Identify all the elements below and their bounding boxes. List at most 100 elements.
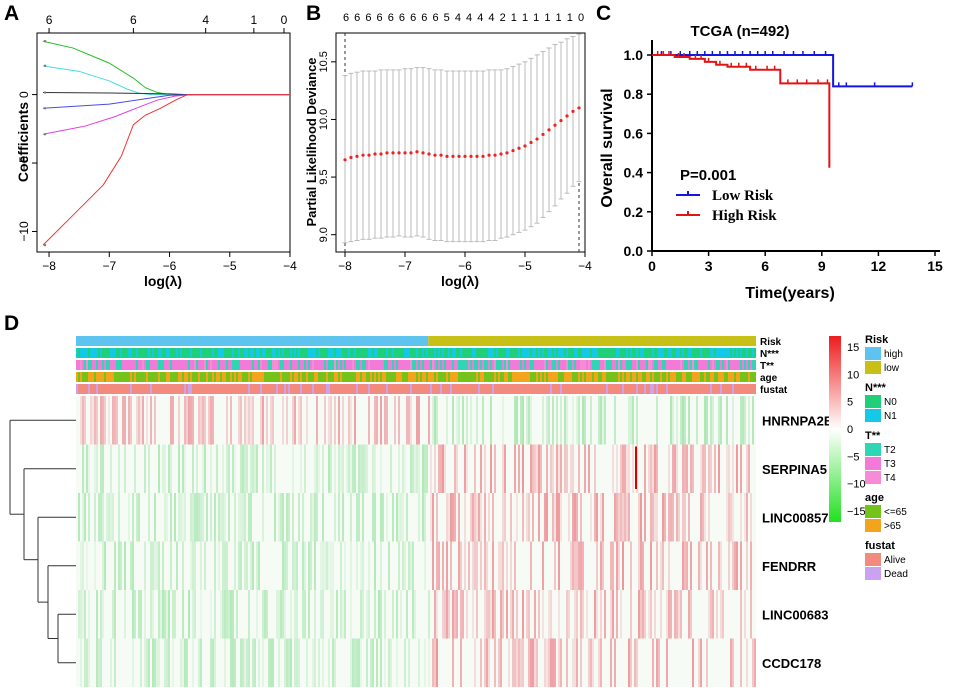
anno-n-cell (100, 348, 102, 358)
heatmap-cell (132, 541, 134, 590)
anno-age-cell (234, 372, 236, 382)
heatmap-cell (262, 444, 264, 493)
heatmap-cell (590, 396, 592, 445)
anno-n-cell (374, 348, 376, 358)
anno-n-cell (460, 348, 462, 358)
heatmap-cell (316, 493, 318, 542)
anno-n-cell (566, 348, 568, 358)
panel-b-point (517, 146, 521, 150)
heatmap-cell (154, 638, 156, 687)
anno-n-cell (660, 348, 662, 358)
heatmap-cell (376, 638, 378, 687)
legend-swatch (865, 519, 881, 532)
panel-b-frame (335, 32, 586, 253)
panel-b-top-label: 1 (556, 12, 562, 24)
anno-n-cell (506, 348, 508, 358)
heatmap-cell (682, 493, 684, 542)
heatmap-cell (80, 396, 82, 445)
heatmap-cell (462, 396, 464, 445)
heatmap-cell (668, 541, 670, 590)
panel-b-top-label: 6 (388, 12, 394, 24)
heatmap-cell (578, 396, 580, 445)
heatmap-cell (456, 396, 458, 445)
anno-t-cell (474, 360, 476, 370)
heatmap-cell (572, 444, 574, 493)
heatmap-cell (82, 396, 84, 445)
anno-t-cell (232, 360, 234, 370)
heatmap-cell (594, 493, 596, 542)
heatmap-cell (88, 638, 90, 687)
anno-age-cell (536, 372, 538, 382)
anno-t-cell (196, 360, 198, 370)
heatmap-cell (558, 541, 560, 590)
heatmap-cell (398, 493, 400, 542)
heatmap-cell (86, 541, 88, 590)
anno-t-cell (546, 360, 548, 370)
anno-age-cell (422, 372, 424, 382)
anno-n-cell (120, 348, 122, 358)
heatmap-cell (308, 590, 310, 639)
anno-n-cell (690, 348, 692, 358)
heatmap-cell (340, 541, 342, 590)
anno-n-cell (272, 348, 274, 358)
legend-swatch (865, 471, 881, 484)
colorbar (829, 336, 841, 522)
heatmap-cell (216, 444, 218, 493)
heatmap-cell (474, 493, 476, 542)
heatmap-cell (224, 493, 226, 542)
anno-fustat-cell (300, 384, 302, 394)
heatmap-cell (184, 396, 186, 445)
heatmap-cell (708, 590, 710, 639)
heatmap-cell (616, 444, 618, 493)
heatmap-cell (668, 493, 670, 542)
heatmap-cell (292, 493, 294, 542)
anno-n-cell (392, 348, 394, 358)
panel-label-c: C (596, 2, 611, 25)
heatmap-cell (162, 444, 164, 493)
heatmap-cell (572, 541, 574, 590)
anno-n-cell (728, 348, 730, 358)
heatmap-cell (96, 396, 98, 445)
heatmap-cell (542, 590, 544, 639)
anno-age-cell (412, 372, 414, 382)
heatmap-cell (552, 493, 554, 542)
anno-n-cell (710, 348, 712, 358)
heatmap-cell (100, 638, 102, 687)
anno-age-cell (452, 372, 454, 382)
heatmap-cell (148, 493, 150, 542)
heatmap-cell (178, 493, 180, 542)
anno-n-cell (96, 348, 98, 358)
panel-b-point (493, 153, 497, 157)
gene-label-ccdc178: CCDC178 (762, 656, 821, 671)
heatmap-cell (702, 444, 704, 493)
heatmap-cell (584, 444, 586, 493)
heatmap-cell (404, 638, 406, 687)
heatmap-cell (618, 493, 620, 542)
heatmap-cell (84, 493, 86, 542)
heatmap-cell (322, 541, 324, 590)
anno-t-cell (330, 360, 332, 370)
panel-b-point (487, 153, 491, 157)
anno-n-cell (136, 348, 138, 358)
anno-n-cell (522, 348, 524, 358)
heatmap-cell (656, 541, 658, 590)
heatmap-cell (182, 541, 184, 590)
heatmap-cell (124, 396, 126, 445)
heatmap-cell (746, 638, 748, 687)
heatmap-cell (122, 396, 124, 445)
heatmap-cell (192, 541, 194, 590)
heatmap-cell (256, 590, 258, 639)
panel-b-top-label: 6 (432, 12, 438, 24)
heatmap-cell (94, 444, 96, 493)
heatmap-cell (400, 590, 402, 639)
panel-c-xtick-label: 6 (761, 258, 769, 274)
anno-t-cell (362, 360, 364, 370)
legend-item-label: Alive (884, 555, 906, 566)
anno-t-cell (508, 360, 510, 370)
heatmap-cell (712, 590, 714, 639)
anno-t-cell (712, 360, 714, 370)
heatmap-cell (164, 590, 166, 639)
anno-t-cell (334, 360, 336, 370)
anno-n-cell (518, 348, 520, 358)
heatmap-cell (492, 541, 494, 590)
